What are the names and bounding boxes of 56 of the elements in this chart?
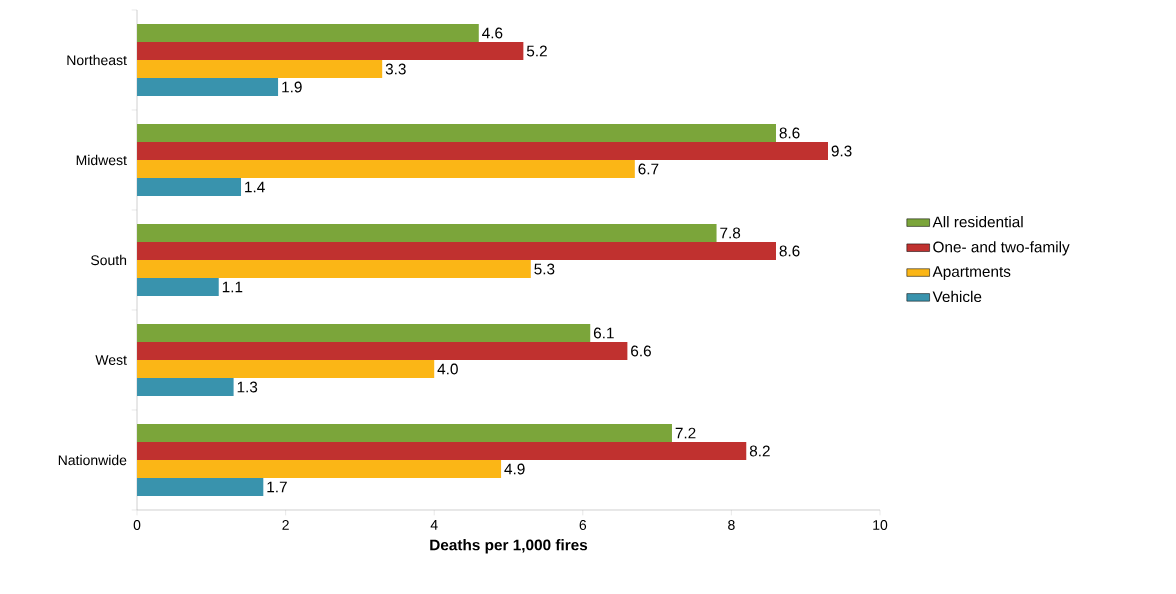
x-tick-label: 0 (133, 520, 141, 530)
bar (137, 160, 635, 178)
bar (137, 124, 776, 142)
data-label: 8.6 (779, 127, 800, 139)
bar (137, 460, 502, 478)
data-label: 6.6 (631, 345, 651, 357)
bar (137, 242, 776, 260)
data-label: 1.9 (282, 81, 302, 93)
y-tick-label: Nationwide (58, 454, 127, 466)
bar (137, 60, 383, 78)
bar (137, 278, 219, 296)
data-label: 3.3 (385, 63, 406, 75)
legend-label: Apartments (932, 266, 1011, 281)
data-label: 1.4 (245, 181, 265, 193)
data-label: 8.6 (779, 245, 800, 257)
legend-label: Vehicle (932, 290, 982, 303)
data-label: 5.3 (534, 263, 555, 275)
bar (137, 260, 531, 278)
data-label: 8.2 (749, 445, 770, 457)
bar (137, 478, 264, 496)
bar (137, 360, 435, 378)
y-tick-label: Midwest (76, 154, 127, 166)
bar (137, 142, 828, 160)
y-tick-label: Northeast (67, 54, 127, 66)
data-label: 7.8 (720, 227, 741, 239)
bar (137, 178, 242, 196)
bar (137, 224, 717, 242)
data-label: 5.2 (526, 45, 547, 57)
bar (137, 324, 591, 342)
y-tick-label: West (95, 355, 127, 365)
data-label: 6.1 (593, 327, 614, 339)
legend-label: One- and two-family (933, 241, 1070, 256)
x-tick-label: 10 (873, 520, 888, 530)
x-axis-title: Deaths per 1,000 fires (430, 539, 588, 554)
data-label: 7.2 (675, 427, 696, 439)
y-tick-label: South (91, 254, 127, 266)
x-tick-label: 8 (728, 520, 735, 530)
data-label: 6.7 (638, 163, 659, 175)
data-label: 1.1 (222, 281, 243, 293)
bar (137, 78, 279, 96)
data-label: 4.0 (437, 363, 458, 375)
legend-label: All residential (932, 216, 1023, 228)
data-label: 9.3 (831, 145, 852, 157)
x-tick-label: 6 (579, 520, 587, 530)
x-tick-label: 2 (282, 520, 289, 530)
bar (137, 42, 524, 60)
bar (137, 442, 747, 460)
bar (137, 24, 479, 42)
bar (137, 424, 672, 442)
bar (137, 342, 628, 360)
data-label: 1.7 (267, 481, 287, 493)
data-label: 4.9 (504, 463, 525, 475)
bar (137, 378, 234, 396)
data-label: 4.6 (482, 27, 503, 39)
x-tick-label: 4 (430, 520, 438, 530)
data-label: 1.3 (237, 381, 258, 393)
